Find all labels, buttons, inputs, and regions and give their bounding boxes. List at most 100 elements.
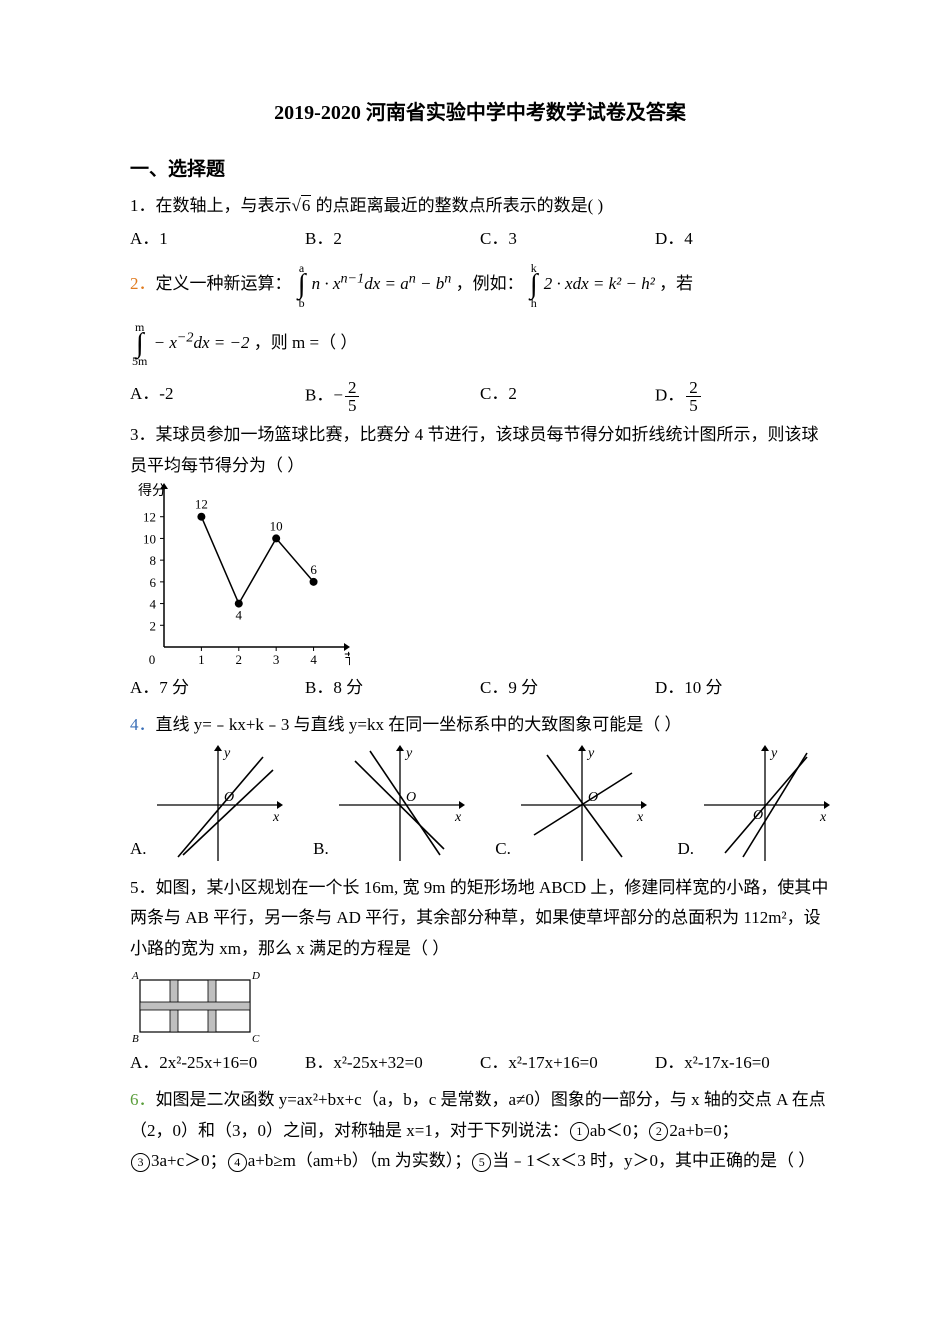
q3-opt-a: A．7 分 <box>130 673 305 704</box>
page-title: 2019-2020 河南省实验中学中考数学试卷及答案 <box>130 95 830 131</box>
circled-1-icon: 1 <box>570 1122 589 1141</box>
question-2-line2: m∫5m − x−2dx = −2 ，则 m =（ ） <box>130 321 830 367</box>
q2-number: 2． <box>130 274 156 293</box>
q5-opt-a: A．2x²-25x+16=0 <box>130 1048 305 1079</box>
svg-text:A: A <box>131 970 139 982</box>
q3-line-chart: 2468101212340124106得分节 <box>130 483 350 671</box>
svg-text:8: 8 <box>150 553 157 568</box>
q2-opt-d: D．25 <box>655 379 830 414</box>
circled-5-icon: 5 <box>472 1153 491 1172</box>
q1-opt-b: B．2 <box>305 224 480 255</box>
q4-opt-c: C.Oxy <box>495 745 647 865</box>
svg-text:1: 1 <box>198 652 205 667</box>
q6-number: 6． <box>130 1090 156 1109</box>
integral-icon: k∫h <box>530 262 538 308</box>
q1-opt-c: C．3 <box>480 224 655 255</box>
sqrt-icon: 6 <box>292 191 312 222</box>
question-2: 2．定义一种新运算： a∫b n · xn−1dx = an − bn ，例如：… <box>130 262 830 308</box>
svg-text:10: 10 <box>143 532 156 547</box>
q2-text1: 定义一种新运算： <box>156 274 292 293</box>
q2-options: A．-2 B．−25 C．2 D．25 <box>130 379 830 414</box>
svg-text:x: x <box>636 810 644 825</box>
svg-text:10: 10 <box>270 519 283 534</box>
question-1: 1．在数轴上，与表示6 的点距离最近的整数点所表示的数是( ) <box>130 191 830 222</box>
svg-text:得分: 得分 <box>138 483 166 499</box>
q2-expr1: n · xn−1dx = an − bn <box>312 274 452 293</box>
section-header-1: 一、选择题 <box>130 153 830 187</box>
q1-options: A．1 B．2 C．3 D．4 <box>130 224 830 255</box>
q4-graph-c: Oxy <box>517 745 647 865</box>
q5-rect-diagram: A D B C <box>130 970 260 1042</box>
q2-expr3: − x−2dx = −2 <box>154 333 250 352</box>
question-3: 3．某球员参加一场篮球比赛，比赛分 4 节进行，该球员每节得分如折线统计图所示，… <box>130 420 830 481</box>
svg-text:x: x <box>819 810 827 825</box>
q3-opt-b: B．8 分 <box>305 673 480 704</box>
svg-text:6: 6 <box>150 575 157 590</box>
q3-text: 某球员参加一场篮球比赛，比赛分 4 节进行，该球员每节得分如折线统计图所示，则该… <box>130 425 819 475</box>
svg-text:节: 节 <box>344 652 350 668</box>
q2-opt-b: B．−25 <box>305 379 480 414</box>
svg-text:y: y <box>769 746 778 761</box>
q6-c5-text: 当﹣1＜x＜3 时，y＞0，其中正确的是（ ） <box>492 1151 815 1170</box>
q1-number: 1． <box>130 196 156 215</box>
svg-text:B: B <box>132 1033 139 1042</box>
q5-text: 如图，某小区规划在一个长 16m, 宽 9m 的矩形场地 ABCD 上，修建同样… <box>130 878 828 958</box>
q6-c4-text: a+b≥m（am+b）（m 为实数）； <box>248 1151 472 1170</box>
q4-graph-b: Ox y <box>335 745 465 865</box>
q1-text-post: 的点距离最近的整数点所表示的数是( ) <box>311 196 603 215</box>
q6-c3-text: 3a+c＞0； <box>151 1151 227 1170</box>
circled-2-icon: 2 <box>649 1122 668 1141</box>
q4-text: 直线 y=﹣kx+k﹣3 与直线 y=kx 在同一坐标系中的大致图象可能是（ ） <box>156 715 682 734</box>
svg-text:4: 4 <box>310 652 317 667</box>
svg-text:4: 4 <box>236 608 243 623</box>
q5-number: 5． <box>130 878 156 897</box>
q1-opt-d: D．4 <box>655 224 830 255</box>
svg-text:12: 12 <box>195 497 208 512</box>
q4-number: 4． <box>130 715 156 734</box>
svg-text:2: 2 <box>150 619 157 634</box>
svg-text:6: 6 <box>310 562 317 577</box>
q5-opt-c: C．x²-17x+16=0 <box>480 1048 655 1079</box>
svg-text:x: x <box>272 810 280 825</box>
q3-opt-c: C．9 分 <box>480 673 655 704</box>
q2-opt-c: C．2 <box>480 379 655 414</box>
q4-opt-b: B.Oxy <box>313 745 465 865</box>
svg-text:3: 3 <box>273 652 280 667</box>
circled-4-icon: 4 <box>228 1153 247 1172</box>
q4-opt-d: D.Oxy <box>677 745 830 865</box>
q1-text-pre: 在数轴上，与表示 <box>156 196 292 215</box>
circled-3-icon: 3 <box>131 1153 150 1172</box>
svg-text:y: y <box>404 746 413 761</box>
svg-text:C: C <box>252 1033 260 1042</box>
svg-text:O: O <box>406 790 416 805</box>
q5-opt-d: D．x²-17x-16=0 <box>655 1048 830 1079</box>
q3-number: 3． <box>130 425 156 444</box>
question-4: 4．直线 y=﹣kx+k﹣3 与直线 y=kx 在同一坐标系中的大致图象可能是（… <box>130 710 830 741</box>
question-6: 6．如图是二次函数 y=ax²+bx+c（a，b，c 是常数，a≠0）图象的一部… <box>130 1085 830 1177</box>
integral-icon: a∫b <box>298 262 306 308</box>
q2-text3: ，若 <box>659 274 693 293</box>
svg-text:4: 4 <box>150 597 157 612</box>
svg-text:D: D <box>251 970 260 982</box>
svg-text:y: y <box>586 746 595 761</box>
q1-opt-a: A．1 <box>130 224 305 255</box>
q3-options: A．7 分 B．8 分 C．9 分 D．10 分 <box>130 673 830 704</box>
q4-graph-a: Oxy <box>153 745 283 865</box>
svg-text:x: x <box>454 810 462 825</box>
integral-icon: m∫5m <box>132 321 147 367</box>
q6-c1-text: ab＜0； <box>590 1121 649 1140</box>
svg-text:12: 12 <box>143 510 156 525</box>
q2-expr2: 2 · xdx = k² − h² <box>544 274 655 293</box>
q2-text2: ，例如： <box>456 274 524 293</box>
q5-opt-b: B．x²-25x+32=0 <box>305 1048 480 1079</box>
q5-options: A．2x²-25x+16=0 B．x²-25x+32=0 C．x²-17x+16… <box>130 1048 830 1079</box>
svg-text:0: 0 <box>149 652 156 667</box>
svg-text:2: 2 <box>236 652 243 667</box>
q4-opt-a: A.Oxy <box>130 745 283 865</box>
q2-text4: ，则 m =（ ） <box>254 333 358 352</box>
q3-opt-d: D．10 分 <box>655 673 830 704</box>
q6-c2-text: 2a+b=0； <box>669 1121 738 1140</box>
question-5: 5．如图，某小区规划在一个长 16m, 宽 9m 的矩形场地 ABCD 上，修建… <box>130 873 830 965</box>
q4-graph-row: A.Oxy B.Oxy C.Oxy D.Oxy <box>130 745 830 865</box>
q2-opt-a: A．-2 <box>130 379 305 414</box>
